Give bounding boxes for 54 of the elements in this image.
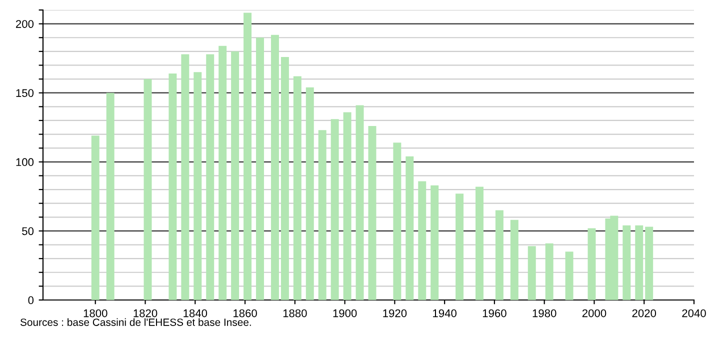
- bar: [194, 72, 202, 300]
- x-tick-label: 1900: [333, 309, 357, 318]
- bar: [306, 87, 314, 300]
- bar: [280, 56, 289, 300]
- x-tick-label: 2040: [682, 309, 706, 318]
- bar: [430, 185, 439, 300]
- bar: [343, 112, 352, 300]
- bar: [144, 79, 152, 300]
- x-tick-label: 1840: [184, 309, 208, 318]
- source-note: Sources : base Cassini de l'EHESS et base Insee.: [20, 318, 251, 326]
- bar: [476, 186, 484, 300]
- bar: [645, 226, 654, 300]
- bar: [168, 74, 177, 300]
- bar: [565, 252, 574, 300]
- bar: [330, 119, 339, 300]
- bar: [510, 220, 518, 300]
- bar: [356, 105, 364, 300]
- x-tick-label: 2020: [632, 309, 656, 318]
- bar: [318, 130, 326, 300]
- y-tick-label: 50: [22, 227, 34, 236]
- bar: [545, 243, 554, 300]
- bar: [495, 210, 504, 300]
- bar: [635, 225, 644, 300]
- bar: [91, 136, 100, 300]
- y-tick-label: 100: [16, 158, 34, 166]
- x-tick-label: 1920: [383, 309, 407, 318]
- bar: [218, 46, 227, 300]
- y-tick-label: 200: [16, 20, 34, 28]
- x-tick-label: 1880: [283, 309, 307, 318]
- bar: [622, 225, 631, 300]
- bar: [368, 126, 376, 300]
- x-tick-label: 2000: [582, 309, 606, 318]
- y-tick-label: 150: [16, 89, 34, 97]
- bar: [393, 142, 402, 300]
- bar: [528, 246, 536, 300]
- bar: [406, 156, 414, 300]
- y-tick-label: 0: [28, 296, 34, 304]
- bar: [588, 228, 596, 300]
- bar: [244, 12, 252, 300]
- bar: [206, 54, 214, 300]
- bar: [456, 194, 464, 300]
- x-tick-label: 1800: [84, 309, 108, 318]
- bar: [270, 34, 279, 300]
- bar: [256, 38, 264, 300]
- bar: [106, 92, 114, 300]
- bar: [181, 54, 190, 300]
- bar: [231, 51, 240, 300]
- x-tick-label: 1940: [433, 309, 456, 318]
- x-tick-label: 1860: [234, 309, 257, 318]
- x-tick-label: 1820: [134, 309, 158, 318]
- bar: [418, 181, 426, 300]
- x-tick-label: 1960: [482, 309, 506, 318]
- bar: [293, 76, 302, 300]
- x-tick-label: 1980: [532, 309, 556, 318]
